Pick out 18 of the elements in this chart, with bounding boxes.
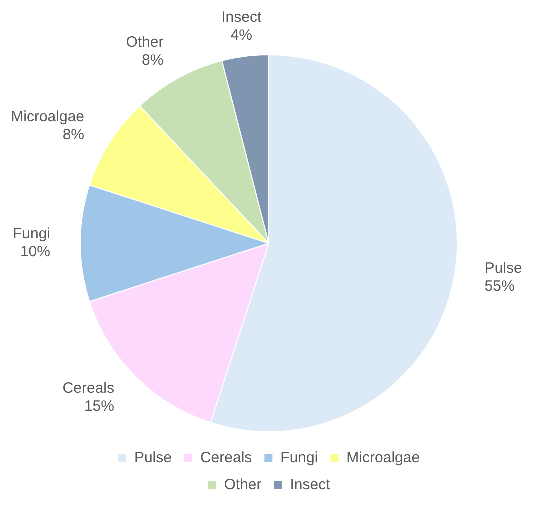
legend-label: Fungi [280,450,318,467]
data-label: 4% [230,26,252,44]
slice-label: Pulse [484,260,522,277]
data-label: 8% [62,126,85,144]
data-label: 10% [20,244,50,261]
data-label: 8% [142,52,164,70]
legend-label: Cereals [200,450,252,467]
slice-label: Insect [222,8,262,26]
slice-label: Cereals [62,380,114,398]
slice-label: Other [126,34,164,52]
slice-label: Microalgae [11,108,85,126]
data-label: 15% [84,398,114,416]
legend-label: Insect [290,476,332,494]
slice-label: Fungi [12,226,50,243]
legend-label: Other [224,476,262,494]
data-label: 55% [484,278,515,295]
legend-label: Microalgae [346,450,420,467]
legend-label: Pulse [134,450,172,467]
